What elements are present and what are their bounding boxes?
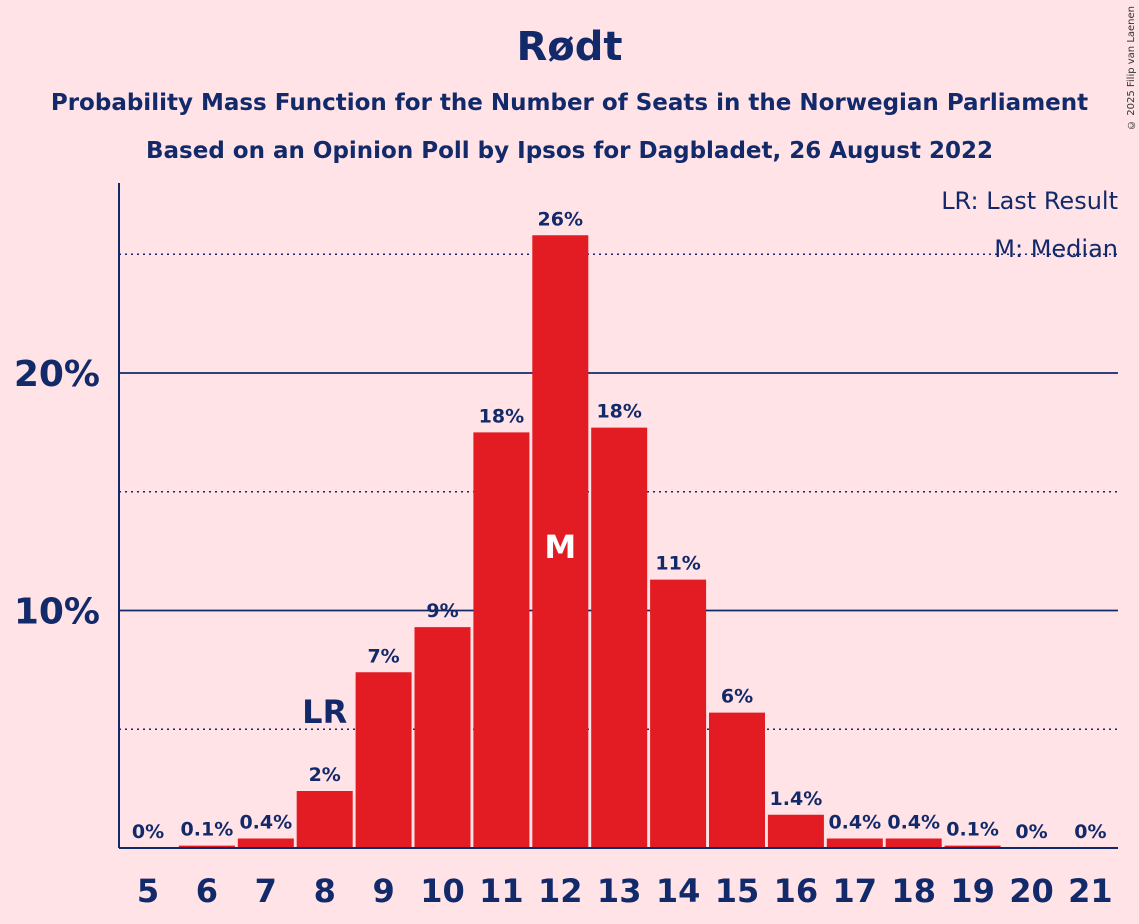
bar-15 [709,712,765,848]
median-marker: M [544,528,576,566]
data-label-11: 18% [479,405,524,427]
data-label-17: 0.4% [828,812,881,834]
bars [178,235,1001,848]
data-label-20: 0% [1015,821,1047,843]
last-result-marker: LR [302,693,347,731]
y-tick-10: 10% [14,592,100,633]
data-label-8: 2% [309,764,341,786]
data-label-18: 0.4% [887,812,940,834]
data-label-15: 6% [721,686,753,708]
data-label-14: 11% [655,553,700,575]
bar-11 [473,432,530,848]
x-tick-13: 13 [597,872,642,910]
data-labels: 0% 0.1% 0.4%2%7%9%18%26%18%11%6%1.4%0.4% 0.… [132,208,1107,843]
data-label-5: 0% [132,821,164,843]
bar-7 [237,838,294,848]
x-tick-18: 18 [891,872,936,910]
x-tick-16: 16 [774,872,819,910]
bar-14 [650,579,707,848]
bar-12 [532,235,589,848]
bar-13 [591,427,648,848]
y-tick-20: 20% [14,354,100,395]
bar-10 [414,627,471,848]
axes [118,183,1118,849]
x-tick-labels: 5 6 7 8 9 10 11 12 13 14 15 16 17 18 19 20 21 [137,872,1113,910]
x-tick-8: 8 [314,872,336,910]
bar-16 [767,814,824,848]
bar-8 [296,791,353,848]
data-label-21: 0% [1074,821,1106,843]
bar-19 [944,845,1001,848]
x-tick-17: 17 [833,872,878,910]
x-tick-12: 12 [538,872,583,910]
x-tick-10: 10 [420,872,465,910]
bar-6 [178,845,235,848]
x-tick-15: 15 [715,872,760,910]
data-label-13: 18% [596,401,641,423]
x-tick-20: 20 [1009,872,1054,910]
chart-subtitle-line2: Based on an Opinion Poll by Ipsos for Da… [146,138,993,164]
legend-last-result: LR: Last Result [941,187,1118,215]
chart-subtitle-line1: Probability Mass Function for the Number… [50,90,1089,116]
x-tick-5: 5 [137,872,159,910]
data-label-7: 0.4% [239,812,292,834]
legend-median: M: Median [994,235,1118,263]
bar-17 [826,838,883,848]
data-label-16: 1.4% [770,788,823,810]
markers: LR M [302,528,576,731]
x-tick-9: 9 [372,872,394,910]
x-tick-6: 6 [196,872,218,910]
data-label-19: 0.1% [946,819,999,841]
x-tick-7: 7 [255,872,277,910]
x-tick-14: 14 [656,872,701,910]
data-label-12: 26% [538,208,583,230]
x-tick-21: 21 [1068,872,1113,910]
x-tick-11: 11 [479,872,524,910]
data-label-9: 7% [367,645,399,667]
chart-title: Rødt [516,24,623,70]
bar-18 [885,838,942,848]
data-label-10: 9% [426,600,458,622]
data-label-6: 0.1% [181,819,234,841]
bar-9 [355,672,412,848]
y-tick-labels: 10% 20% [14,354,100,633]
x-tick-19: 19 [950,872,995,910]
